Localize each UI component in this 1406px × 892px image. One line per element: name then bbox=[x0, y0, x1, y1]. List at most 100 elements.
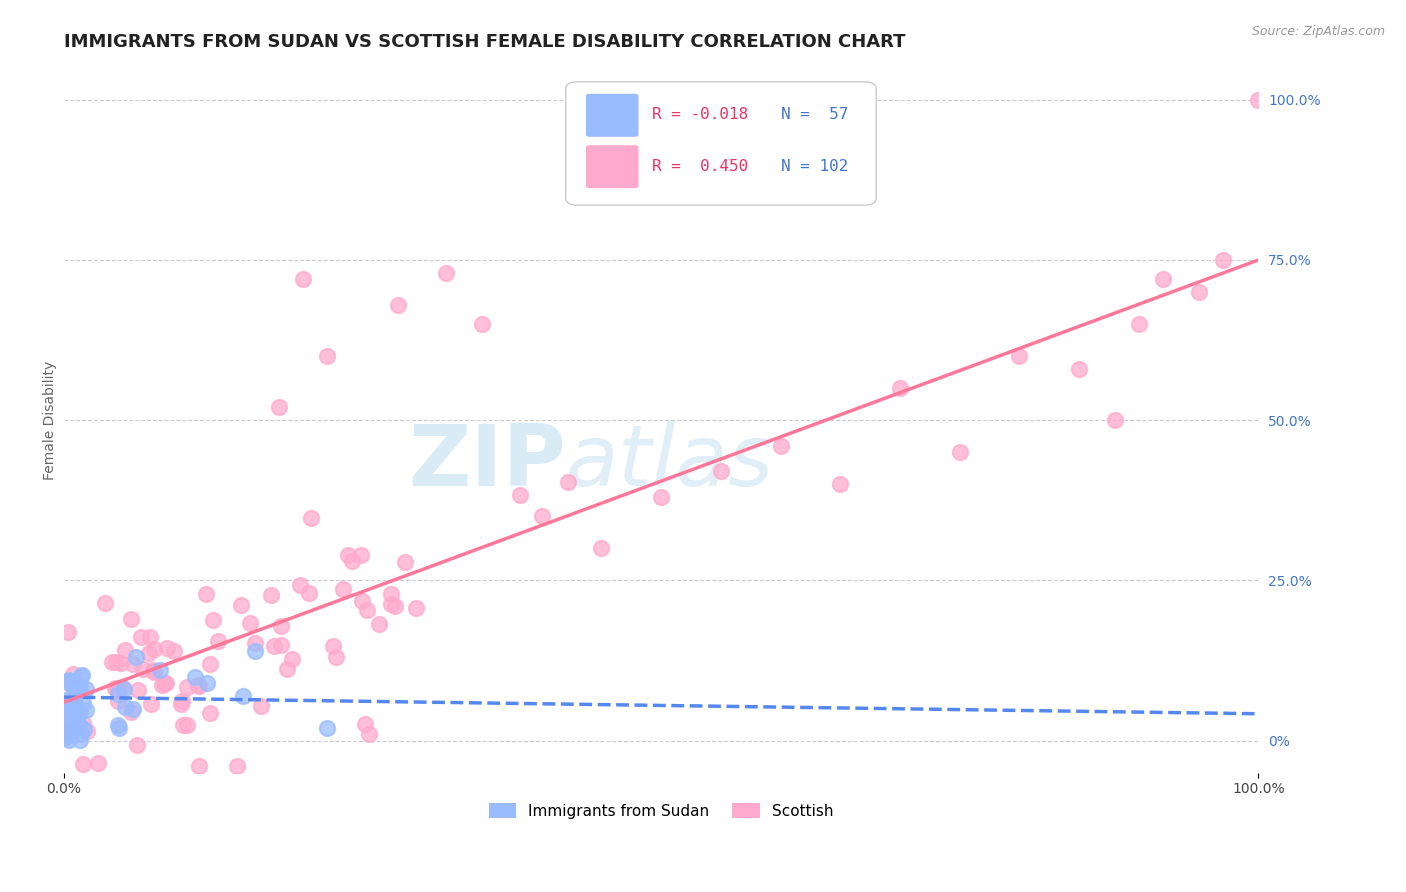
Point bbox=[332, 582, 354, 597]
Point bbox=[62, 666, 84, 681]
Point bbox=[387, 298, 409, 312]
Point bbox=[59, 710, 82, 724]
Point bbox=[70, 669, 93, 683]
Point bbox=[58, 676, 80, 690]
Point bbox=[150, 678, 173, 692]
Point bbox=[710, 465, 733, 479]
Point bbox=[315, 349, 337, 363]
Point bbox=[107, 718, 129, 732]
Point bbox=[69, 681, 91, 695]
Point bbox=[250, 699, 273, 714]
Point bbox=[60, 715, 83, 730]
Point bbox=[243, 644, 266, 658]
Point bbox=[59, 715, 82, 730]
Point bbox=[122, 657, 145, 671]
Point bbox=[198, 706, 221, 721]
Point bbox=[394, 554, 416, 568]
Point bbox=[557, 475, 579, 489]
Point bbox=[405, 601, 427, 615]
Point bbox=[1008, 349, 1031, 363]
Point bbox=[163, 644, 186, 658]
FancyBboxPatch shape bbox=[586, 145, 638, 188]
Point bbox=[67, 718, 90, 732]
Point bbox=[63, 688, 86, 702]
Point bbox=[354, 716, 377, 731]
Point bbox=[104, 655, 127, 669]
Point bbox=[259, 588, 281, 602]
Point bbox=[201, 613, 224, 627]
Point bbox=[63, 698, 86, 712]
Point bbox=[889, 381, 911, 395]
Point bbox=[143, 642, 166, 657]
Point bbox=[291, 272, 314, 286]
Point bbox=[1212, 252, 1234, 267]
Point bbox=[56, 706, 79, 721]
Point bbox=[112, 682, 135, 697]
FancyBboxPatch shape bbox=[586, 94, 638, 136]
Point bbox=[359, 727, 381, 741]
Point bbox=[298, 586, 321, 600]
Point bbox=[139, 630, 162, 644]
Point bbox=[367, 617, 389, 632]
Point bbox=[104, 681, 127, 695]
Point bbox=[352, 594, 374, 608]
Text: R =  0.450: R = 0.450 bbox=[651, 159, 748, 174]
Point bbox=[239, 616, 262, 631]
Point bbox=[1188, 285, 1211, 299]
Point bbox=[769, 439, 792, 453]
Point bbox=[270, 639, 292, 653]
Text: R = -0.018: R = -0.018 bbox=[651, 107, 748, 122]
Text: IMMIGRANTS FROM SUDAN VS SCOTTISH FEMALE DISABILITY CORRELATION CHART: IMMIGRANTS FROM SUDAN VS SCOTTISH FEMALE… bbox=[65, 33, 905, 51]
Point bbox=[155, 676, 177, 690]
Point bbox=[69, 733, 91, 747]
Point bbox=[125, 650, 148, 665]
Point bbox=[232, 689, 254, 703]
Point bbox=[280, 652, 302, 666]
Point bbox=[225, 759, 247, 773]
Point bbox=[231, 598, 253, 612]
Point bbox=[471, 317, 494, 331]
Point bbox=[120, 612, 142, 626]
Point bbox=[120, 705, 142, 719]
Point bbox=[72, 757, 94, 772]
Point bbox=[172, 718, 194, 732]
Point bbox=[337, 549, 360, 563]
Point bbox=[53, 731, 76, 745]
Point bbox=[100, 655, 122, 669]
Point bbox=[62, 684, 84, 698]
Point bbox=[1104, 413, 1126, 427]
Point bbox=[58, 673, 80, 687]
Point bbox=[138, 646, 160, 660]
Point bbox=[58, 710, 80, 724]
Point bbox=[170, 694, 193, 708]
Point bbox=[1069, 362, 1091, 376]
Y-axis label: Female Disability: Female Disability bbox=[44, 360, 58, 480]
Point bbox=[59, 725, 82, 739]
Point bbox=[509, 488, 531, 502]
Point bbox=[63, 693, 86, 707]
Point bbox=[70, 668, 93, 682]
Point bbox=[194, 587, 217, 601]
Point bbox=[53, 706, 76, 720]
Point bbox=[267, 401, 290, 415]
Point bbox=[188, 679, 211, 693]
Point bbox=[153, 675, 176, 690]
Point bbox=[111, 680, 134, 694]
Point bbox=[299, 511, 322, 525]
Point bbox=[73, 723, 96, 737]
Point bbox=[72, 696, 94, 710]
Point bbox=[75, 682, 97, 697]
Point bbox=[65, 718, 87, 732]
Point bbox=[55, 723, 77, 737]
Point bbox=[122, 702, 145, 716]
Point bbox=[350, 548, 373, 562]
Point bbox=[107, 694, 129, 708]
Point bbox=[263, 639, 285, 653]
Point bbox=[141, 663, 163, 677]
Point bbox=[1128, 317, 1150, 331]
Point bbox=[650, 490, 672, 504]
Point bbox=[156, 641, 179, 656]
Point bbox=[55, 713, 77, 727]
Point bbox=[288, 577, 311, 591]
Point bbox=[830, 477, 852, 491]
